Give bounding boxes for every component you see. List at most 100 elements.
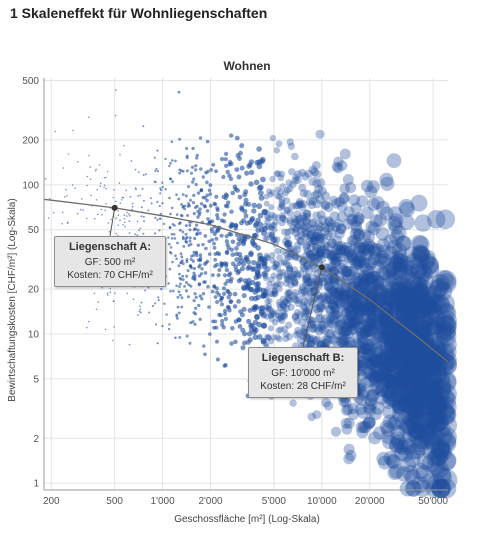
scatter-point (395, 439, 412, 456)
scatter-point (389, 343, 405, 359)
scatter-point (236, 241, 242, 247)
scatter-point (95, 168, 97, 171)
scatter-point (358, 276, 371, 289)
scatter-point (225, 304, 231, 310)
scatter-point (306, 287, 315, 297)
scatter-point (269, 231, 276, 238)
scatter-point (376, 200, 390, 215)
scatter-point (338, 335, 349, 347)
scatter-point (252, 334, 259, 341)
scatter-point (384, 337, 399, 352)
scatter-point (413, 246, 431, 264)
scatter-point (286, 265, 294, 273)
scatter-point (392, 400, 408, 416)
trend-curve (43, 198, 449, 363)
scatter-point (153, 180, 156, 183)
scatter-point (393, 438, 409, 454)
scatter-point (417, 352, 436, 370)
scatter-point (299, 258, 308, 267)
scatter-point (387, 306, 402, 322)
scatter-point (414, 372, 432, 390)
x-axis-label: Geschossfläche [m²] (Log-Skala) (174, 514, 320, 525)
scatter-point (266, 231, 273, 238)
scatter-point (268, 231, 275, 239)
scatter-point (283, 206, 291, 214)
scatter-point (251, 208, 257, 214)
scatter-point (224, 234, 229, 239)
scatter-point (340, 290, 352, 302)
scatter-point (181, 193, 185, 196)
scatter-point (409, 422, 427, 439)
scatter-point (427, 309, 447, 328)
scatter-point (379, 420, 394, 434)
scatter-point (274, 170, 282, 177)
scatter-point (421, 298, 440, 317)
scatter-point (340, 290, 352, 301)
scatter-point (284, 228, 292, 236)
callout-leaders (109, 207, 323, 348)
scatter-point (352, 275, 365, 288)
scatter-point (371, 370, 385, 384)
scatter-point (401, 418, 419, 435)
scatter-point (421, 454, 440, 473)
scatter-point (392, 257, 408, 273)
scatter-point (249, 295, 255, 302)
scatter-point (379, 349, 394, 364)
scatter-point (295, 329, 303, 338)
scatter-point (323, 289, 334, 299)
scatter-point (338, 396, 350, 408)
scatter-point (419, 412, 438, 431)
scatter-point (267, 290, 275, 297)
scatter-point (333, 156, 344, 167)
scatter-point (283, 207, 291, 215)
scatter-point (178, 171, 182, 175)
scatter-point (106, 170, 109, 173)
scatter-point (423, 381, 442, 400)
scatter-point (363, 403, 377, 417)
scatter-point (212, 241, 216, 246)
scatter-point (435, 426, 457, 448)
scatter-point (394, 347, 411, 363)
scatter-point (379, 309, 394, 324)
scatter-point (201, 292, 206, 296)
scatter-point (285, 289, 293, 297)
scatter-point (425, 400, 444, 420)
scatter-point (363, 305, 377, 319)
scatter-point (375, 226, 390, 241)
scatter-point (409, 304, 427, 322)
scatter-point (335, 223, 347, 234)
scatter-point (419, 297, 438, 316)
scatter-point (387, 239, 402, 255)
scatter-point (321, 248, 331, 259)
scatter-point (100, 208, 102, 211)
scatter-point (391, 395, 407, 411)
scatter-point (342, 318, 354, 330)
scatter-point (340, 281, 352, 293)
scatter-point (373, 288, 388, 303)
scatter-point (324, 273, 334, 284)
scatter-point (435, 354, 457, 376)
scatter-point (329, 302, 340, 314)
scatter-point (214, 169, 218, 174)
scatter-point (301, 217, 310, 226)
scatter-point (359, 341, 372, 354)
scatter-point (436, 433, 457, 454)
scatter-point (431, 369, 451, 389)
scatter-point (178, 228, 182, 232)
scatter-point (352, 312, 365, 325)
scatter-point (308, 196, 318, 206)
scatter-point (212, 246, 217, 250)
scatter-point (179, 282, 182, 286)
scatter-point (436, 273, 457, 294)
scatter-point (362, 416, 376, 430)
scatter-point (356, 426, 369, 439)
scatter-point (358, 301, 371, 314)
scatter-point (397, 314, 414, 331)
scatter-point (302, 273, 312, 282)
scatter-point (265, 305, 272, 312)
scatter-point (412, 366, 430, 384)
scatter-point (204, 170, 208, 175)
scatter-point (242, 237, 248, 243)
scatter-point (279, 301, 287, 309)
scatter-point (355, 250, 368, 263)
